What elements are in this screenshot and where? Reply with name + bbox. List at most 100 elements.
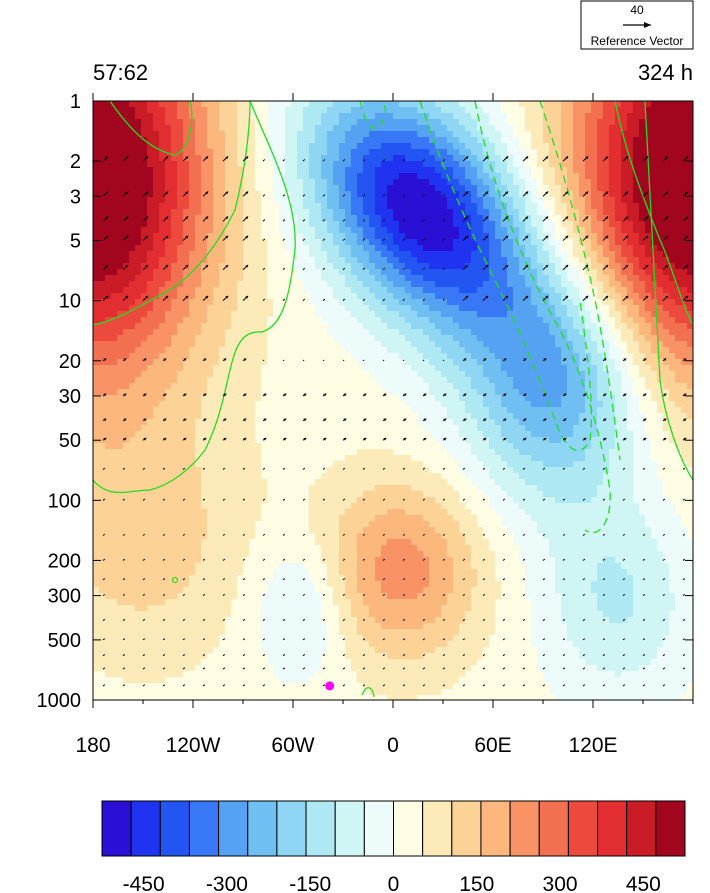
field-cell [105, 119, 112, 126]
field-cell [681, 275, 688, 282]
field-cell [471, 209, 478, 216]
field-cell [177, 245, 184, 252]
field-cell [567, 245, 574, 252]
field-cell [165, 119, 172, 126]
field-cell [363, 371, 370, 378]
field-cell [213, 353, 220, 360]
field-cell [369, 131, 376, 138]
field-cell [519, 107, 526, 114]
field-cell [153, 131, 160, 138]
field-cell [93, 365, 100, 372]
field-cell [561, 287, 568, 294]
field-cell [171, 341, 178, 348]
field-cell [177, 317, 184, 324]
field-cell [285, 179, 292, 186]
field-cell [645, 227, 652, 234]
field-cell [639, 383, 646, 390]
field-cell [399, 239, 406, 246]
field-cell [597, 311, 604, 318]
field-cell [567, 377, 574, 384]
field-cell [447, 353, 454, 360]
field-cell [297, 155, 304, 162]
field-cell [651, 347, 658, 354]
field-cell [387, 299, 394, 306]
field-cell [105, 251, 112, 258]
field-cell [273, 263, 280, 270]
field-cell [441, 365, 448, 372]
field-cell [531, 233, 538, 240]
field-cell [273, 317, 280, 324]
field-cell [615, 203, 622, 210]
field-cell [405, 371, 412, 378]
field-cell [201, 227, 208, 234]
field-cell [519, 335, 526, 342]
field-cell [519, 101, 526, 108]
field-cell [609, 251, 616, 258]
field-cell [315, 395, 322, 402]
field-cell [393, 341, 400, 348]
field-cell [645, 239, 652, 246]
field-cell [201, 125, 208, 132]
field-cell [261, 149, 268, 156]
field-cell [309, 179, 316, 186]
field-cell [183, 281, 190, 288]
field-cell [477, 263, 484, 270]
field-cell [489, 107, 496, 114]
field-cell [303, 263, 310, 270]
field-cell [201, 245, 208, 252]
field-cell [297, 281, 304, 288]
field-cell [615, 215, 622, 222]
field-cell [219, 185, 226, 192]
field-cell [555, 239, 562, 246]
field-cell [513, 155, 520, 162]
field-cell [417, 353, 424, 360]
field-cell [375, 161, 382, 168]
field-cell [195, 167, 202, 174]
field-cell [561, 203, 568, 210]
field-cell [549, 167, 556, 174]
field-cell [621, 317, 628, 324]
field-cell [213, 245, 220, 252]
field-cell [201, 167, 208, 174]
field-cell [393, 143, 400, 150]
field-cell [483, 389, 490, 396]
field-cell [417, 191, 424, 198]
field-cell [555, 203, 562, 210]
field-cell [177, 353, 184, 360]
field-cell [327, 161, 334, 168]
field-cell [687, 257, 693, 264]
field-cell [681, 251, 688, 258]
field-cell [441, 155, 448, 162]
field-cell [507, 203, 514, 210]
field-cell [675, 365, 682, 372]
field-cell [351, 371, 358, 378]
field-cell [219, 395, 226, 402]
field-cell [153, 215, 160, 222]
field-cell [453, 125, 460, 132]
field-cell [477, 143, 484, 150]
field-cell [171, 347, 178, 354]
field-cell [471, 383, 478, 390]
field-cell [417, 209, 424, 216]
field-cell [657, 245, 664, 252]
field-cell [387, 233, 394, 240]
field-cell [339, 365, 346, 372]
field-cell [129, 383, 136, 390]
field-cell [105, 227, 112, 234]
field-cell [495, 305, 502, 312]
field-cell [105, 377, 112, 384]
field-cell [375, 287, 382, 294]
field-cell [609, 329, 616, 336]
field-cell [123, 107, 130, 114]
field-cell [387, 245, 394, 252]
field-cell [369, 209, 376, 216]
field-cell [549, 179, 556, 186]
field-cell [357, 191, 364, 198]
field-cell [447, 275, 454, 282]
field-cell [489, 287, 496, 294]
field-cell [447, 161, 454, 168]
field-cell [123, 365, 130, 372]
field-cell [117, 329, 124, 336]
field-cell [93, 263, 100, 270]
field-cell [681, 173, 688, 180]
